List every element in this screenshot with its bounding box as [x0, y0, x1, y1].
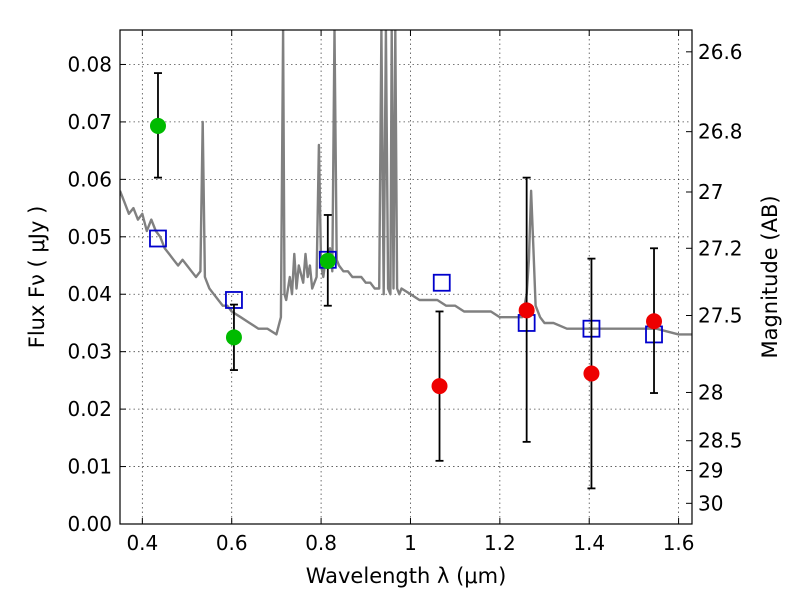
magnitude-tick-label: 29	[698, 459, 723, 483]
y-tick-label: 0.01	[67, 455, 112, 479]
x-tick-label: 1.2	[484, 531, 516, 555]
observed-optical-point	[319, 252, 336, 269]
x-tick-label: 0.8	[305, 531, 337, 555]
y-tick-label: 0.04	[67, 282, 112, 306]
magnitude-tick-label: 27	[698, 180, 723, 204]
y-tick-label: 0.00	[67, 512, 112, 536]
observed-nir-point	[431, 378, 448, 395]
observed-nir-point	[583, 365, 600, 382]
magnitude-tick-label: 27.5	[698, 303, 743, 327]
x-axis-label: Wavelength λ (μm)	[306, 564, 507, 588]
magnitude-tick-label: 30	[698, 491, 723, 515]
model-photometry-square	[432, 273, 451, 292]
magnitude-tick-label: 26.8	[698, 120, 743, 144]
axis-ticks: 0.4 0.6 0.8 1 1.2 1.4 1.6 0.00 0.01 0.02 0.03 0.04 0…	[67, 30, 743, 555]
y-tick-label: 0.03	[67, 340, 112, 364]
plot-frame	[119, 29, 693, 525]
observed-nir-point	[646, 313, 663, 330]
y-tick-label: 0.05	[67, 225, 112, 249]
y-tick-label: 0.06	[67, 167, 112, 191]
x-tick-label: 1	[404, 531, 417, 555]
x-tick-label: 0.4	[126, 531, 158, 555]
y-tick-label: 0.08	[67, 52, 112, 76]
y-tick-label: 0.07	[67, 110, 112, 134]
y-tick-label: 0.02	[67, 397, 112, 421]
y-axis-label: Flux Fν ( μJy )	[25, 206, 49, 349]
magnitude-tick-label: 27.2	[698, 236, 743, 260]
model-photometry-square	[149, 229, 167, 248]
magnitude-tick-label: 28.5	[698, 429, 743, 453]
magnitude-tick-label: 28	[698, 380, 723, 404]
magnitude-tick-label: 26.6	[698, 40, 743, 64]
x-tick-label: 0.6	[216, 531, 248, 555]
x-tick-label: 1.4	[573, 531, 605, 555]
observed-optical-point	[149, 117, 166, 134]
observed-optical-point	[225, 329, 242, 346]
data-markers	[149, 72, 663, 490]
observed-nir-point	[518, 302, 535, 319]
magnitude-axis-label: Magnitude (AB)	[758, 195, 782, 358]
x-tick-label: 1.6	[663, 531, 695, 555]
